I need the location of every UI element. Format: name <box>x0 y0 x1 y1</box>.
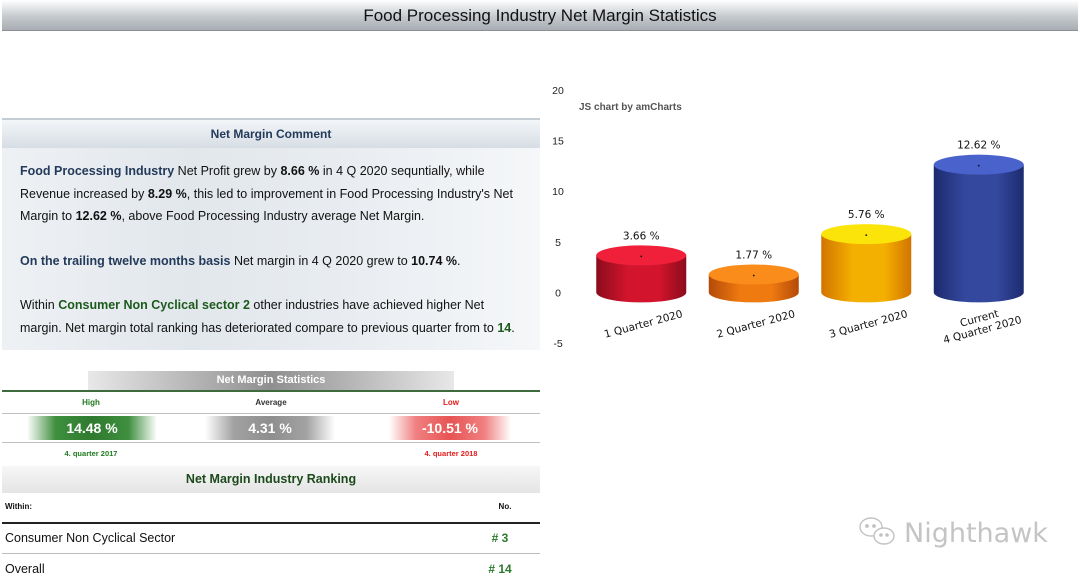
comment-text: , this led to improvement in Food Proces… <box>20 186 513 224</box>
page-title: Food Processing Industry Net Margin Stat… <box>2 0 1078 31</box>
bar-cylinder-body <box>596 255 687 303</box>
y-tick-label: 0 <box>555 287 561 299</box>
net-margin-cylinder-chart: 20 15 10 5 0 -5 JS chart by amCharts 3.66 % 1 Q… <box>552 85 1024 350</box>
stats-heading: Net Margin Statistics <box>88 371 454 390</box>
bar-cylinder-top <box>933 154 1024 175</box>
bar-point-marker <box>752 274 755 277</box>
watermark-text: Nighthawk <box>904 518 1048 549</box>
y-tick-label: 5 <box>555 237 561 249</box>
ranking-col-no: No. <box>498 502 512 511</box>
x-category-label-line: 2 Quarter 2020 <box>715 308 796 340</box>
stat-average-label: Average <box>255 398 287 407</box>
chart-credit: JS chart by amCharts <box>579 102 682 113</box>
revenue-growth-value: 8.29 % <box>147 186 187 201</box>
x-category-label-line: 1 Quarter 2020 <box>603 308 684 340</box>
bar-cylinder-top <box>821 224 912 245</box>
ranking-row-sector-label: Consumer Non Cyclical Sector <box>5 531 176 545</box>
x-category-label-line: 3 Quarter 2020 <box>828 308 909 340</box>
comment-text: . <box>457 253 461 268</box>
comment-paragraph-3: Within Consumer Non Cyclical sector 2 ot… <box>20 294 522 339</box>
comment-text: , above Food Processing Industry average… <box>121 209 425 223</box>
stat-low-label: Low <box>443 398 459 407</box>
stats-separator-top <box>2 413 540 414</box>
y-tick-label: 10 <box>552 186 564 198</box>
x-category-label: Current4 Quarter 2020 <box>939 302 1023 346</box>
watermark: Nighthawk <box>859 517 1048 549</box>
bar-point-marker <box>977 164 980 167</box>
bar-cylinder-top <box>708 264 799 285</box>
y-tick-label: 15 <box>552 136 564 148</box>
comment-heading: Net Margin Comment <box>2 118 540 148</box>
bar-cylinder-body <box>933 164 1024 303</box>
bar-value-label: 5.76 % <box>848 209 885 221</box>
bar-cylinder-top <box>596 245 687 266</box>
ranking-row-divider <box>2 553 540 554</box>
stat-high-value: 14.48 % <box>27 416 157 440</box>
bar-cylinder-body <box>821 234 912 303</box>
x-category-label: 2 Quarter 2020 <box>715 308 796 340</box>
bar-point-marker <box>640 255 643 258</box>
comment-text: other industries have achieved higher Ne… <box>20 298 498 335</box>
stats-separator-bottom <box>2 442 540 443</box>
comment-paragraph-2: On the trailing twelve months basis Net … <box>20 250 522 273</box>
ranking-col-within: Within: <box>5 502 33 511</box>
net-margin-value: 12.62 % <box>75 209 122 223</box>
ranking-row-sector-no: # 3 <box>491 531 509 545</box>
comment-text: Net margin in 4 Q 2020 grew to <box>230 253 412 268</box>
bar-value-label: 12.62 % <box>957 140 1000 152</box>
ranking-row-overall-label: Overall <box>5 562 45 576</box>
x-category-label: 1 Quarter 2020 <box>603 308 684 340</box>
ttm-margin-value: 10.74 % <box>411 253 457 268</box>
stat-average-value: 4.31 % <box>205 416 335 440</box>
stat-high-label: High <box>82 398 100 407</box>
comment-text: in 4 Q 2020 sequntially, while Revenue i… <box>20 164 485 201</box>
y-tick-label: -5 <box>553 338 562 350</box>
comment-text: Within <box>20 298 59 312</box>
bar-value-label: 3.66 % <box>623 230 660 242</box>
stat-high-date: 4. quarter 2017 <box>64 449 118 458</box>
x-category-label: 3 Quarter 2020 <box>828 308 909 340</box>
rank-value: 14 <box>497 320 512 335</box>
bar-point-marker <box>865 234 868 237</box>
comment-text: . <box>511 320 515 335</box>
y-tick-label: 20 <box>552 85 564 97</box>
sector-link-text: Consumer Non Cyclical sector 2 <box>58 298 250 312</box>
bar-value-label: 1.77 % <box>735 249 772 261</box>
comment-paragraph-1: Food Processing Industry Net Profit grew… <box>20 160 522 228</box>
ranking-row-overall-no: # 14 <box>488 562 512 576</box>
comment-body: Food Processing Industry Net Profit grew… <box>2 148 540 339</box>
industry-name: Food Processing Industry <box>20 164 175 178</box>
net-margin-comment-panel: Net Margin Comment Food Processing Indus… <box>2 118 540 350</box>
ttm-label: On the trailing twelve months basis <box>20 253 231 268</box>
profit-growth-value: 8.66 % <box>280 164 320 178</box>
stat-low-value: -10.51 % <box>389 416 511 440</box>
chat-bubbles-icon <box>859 517 895 545</box>
ranking-title: Net Margin Industry Ranking <box>2 466 540 493</box>
stats-divider <box>2 390 540 392</box>
ranking-header-line <box>2 522 540 524</box>
comment-text: Net Profit grew by <box>174 164 281 178</box>
stat-low-date: 4. quarter 2018 <box>424 449 478 458</box>
